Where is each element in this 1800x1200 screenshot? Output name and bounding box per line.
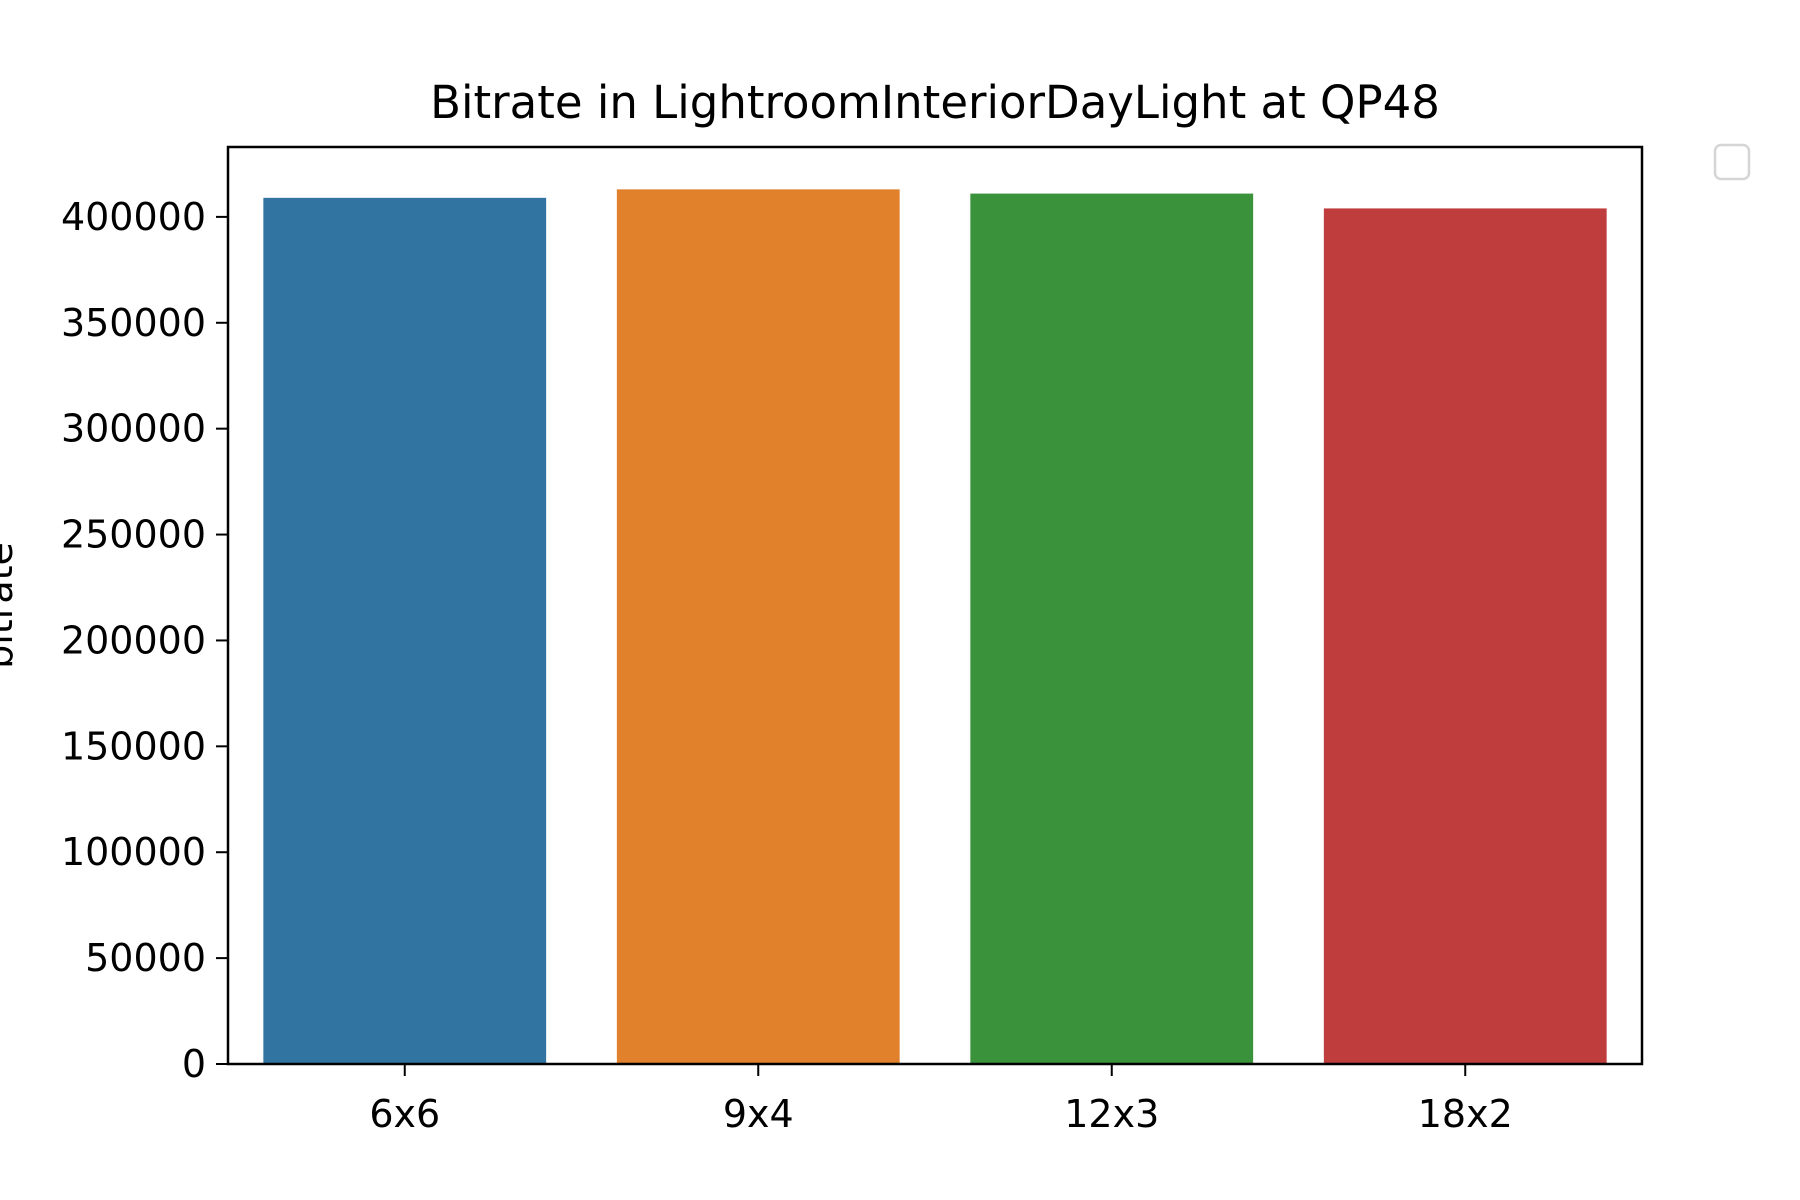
plot-frame [226,145,1644,1066]
y-tick-label: 50000 [85,936,206,980]
y-tick-label: 100000 [61,830,206,874]
bars-layer [263,189,1607,1065]
y-tick-label: 300000 [61,407,206,451]
chart-title: Bitrate in LightroomInteriorDayLight at … [430,76,1440,129]
bar-9x4 [616,189,900,1064]
y-axis: 0 50000 100000 150000 200000 250000 300000 3500… [61,195,228,1086]
y-tick-label: 350000 [61,301,206,345]
bar-6x6 [263,197,547,1064]
y-tick-label: 400000 [61,195,206,239]
y-tick-label: 200000 [61,618,206,662]
x-tick-label: 9x4 [723,1092,794,1136]
x-tick-label: 12x3 [1064,1092,1159,1136]
bar-12x3 [970,193,1254,1065]
x-axis: 6x6 9x4 12x3 18x2 [369,1064,1513,1136]
bar-18x2 [1323,208,1607,1064]
y-tick-label: 0 [182,1042,206,1086]
x-tick-label: 6x6 [369,1092,440,1136]
y-tick-label: 150000 [61,724,206,768]
y-tick-label: 250000 [61,513,206,557]
legend-box [1713,143,1751,181]
x-tick-label: 18x2 [1418,1092,1513,1136]
y-axis-title: bitrate [0,542,21,669]
